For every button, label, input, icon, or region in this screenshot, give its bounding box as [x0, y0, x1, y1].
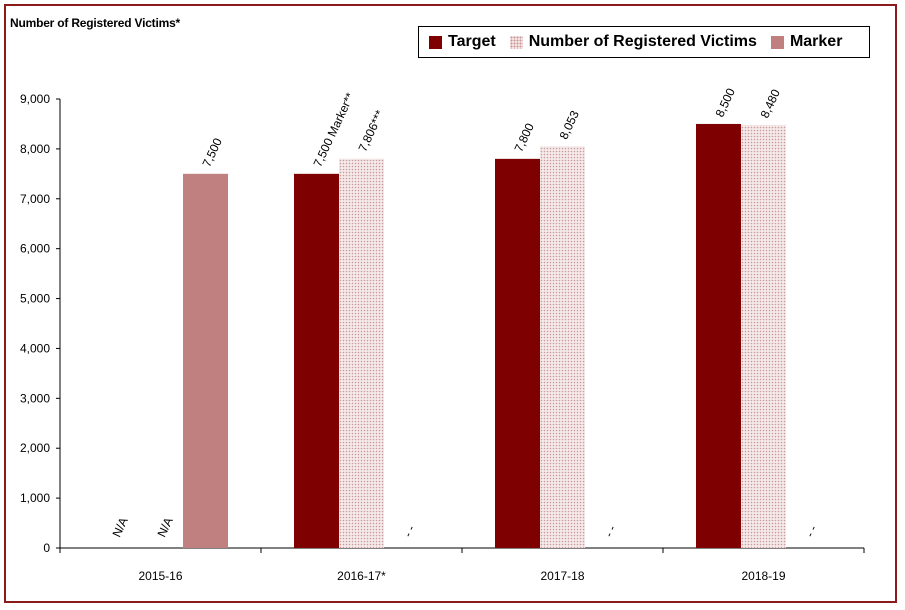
legend-label-registered-victims: Number of Registered Victims — [528, 33, 757, 50]
chart-legend: Target Number of Registered Victims Mark… — [418, 26, 870, 58]
data-label-target-2015-16: N/A — [110, 515, 131, 539]
data-label-marker-2018-19: - - — [803, 523, 820, 539]
legend-item-marker: Marker — [770, 33, 843, 51]
data-label-marker-2017-18: - - — [602, 523, 619, 539]
legend-label-target: Target — [448, 33, 496, 50]
legend-item-registered-victims: Number of Registered Victims — [509, 33, 757, 51]
y-tick-label: 0 — [43, 541, 50, 555]
y-tick-label: 9,000 — [20, 92, 50, 106]
data-label-number-of-registered-victims-2015-16: N/A — [155, 515, 176, 539]
y-tick-label: 5,000 — [20, 292, 50, 306]
x-tick-label-2017-18: 2017-18 — [540, 569, 584, 583]
legend-label-marker: Marker — [789, 33, 843, 50]
data-label-marker-2016-17: - - — [401, 523, 418, 539]
chart-frame — [4, 4, 897, 603]
bar-target-2016-17 — [294, 173, 339, 549]
data-label-marker-2015-16: 7,500 — [200, 136, 226, 169]
legend-swatch-registered-victims — [509, 35, 523, 49]
data-label-target-2017-18: 7,800 — [512, 121, 538, 154]
x-tick-label-2018-19: 2018-19 — [741, 569, 785, 583]
legend-swatch-marker — [770, 35, 784, 49]
bar-number-of-registered-victims-2016-17 — [339, 158, 384, 549]
y-tick-label: 8,000 — [20, 142, 50, 156]
data-label-number-of-registered-victims-2018-19: 8,480 — [758, 87, 784, 120]
y-tick-label: 4,000 — [20, 341, 50, 355]
data-label-number-of-registered-victims-2017-18: 8,053 — [557, 108, 583, 141]
y-tick-label: 7,000 — [20, 192, 50, 206]
x-tick-label-2015-16: 2015-16 — [138, 569, 182, 583]
bar-marker-2015-16 — [183, 173, 228, 549]
data-label-number-of-registered-victims-2016-17: 7,806*** — [356, 108, 387, 154]
bar-number-of-registered-victims-2018-19 — [741, 124, 786, 548]
legend-swatch-target — [429, 35, 442, 49]
data-label-target-2016-17: 7,500 Marker** — [311, 90, 358, 169]
y-tick-label: 6,000 — [20, 242, 50, 256]
bar-number-of-registered-victims-2017-18 — [540, 146, 585, 548]
y-tick-label: 2,000 — [20, 441, 50, 455]
y-tick-label: 3,000 — [20, 391, 50, 405]
data-label-target-2018-19: 8,500 — [713, 86, 739, 119]
bar-target-2017-18 — [495, 158, 540, 548]
bar-target-2018-19 — [696, 123, 741, 548]
y-axis-title: Number of Registered Victims* — [10, 16, 181, 30]
x-tick-label-2016-17: 2016-17* — [337, 569, 386, 583]
y-tick-label: 1,000 — [20, 491, 50, 505]
legend-item-target: Target — [429, 33, 496, 51]
